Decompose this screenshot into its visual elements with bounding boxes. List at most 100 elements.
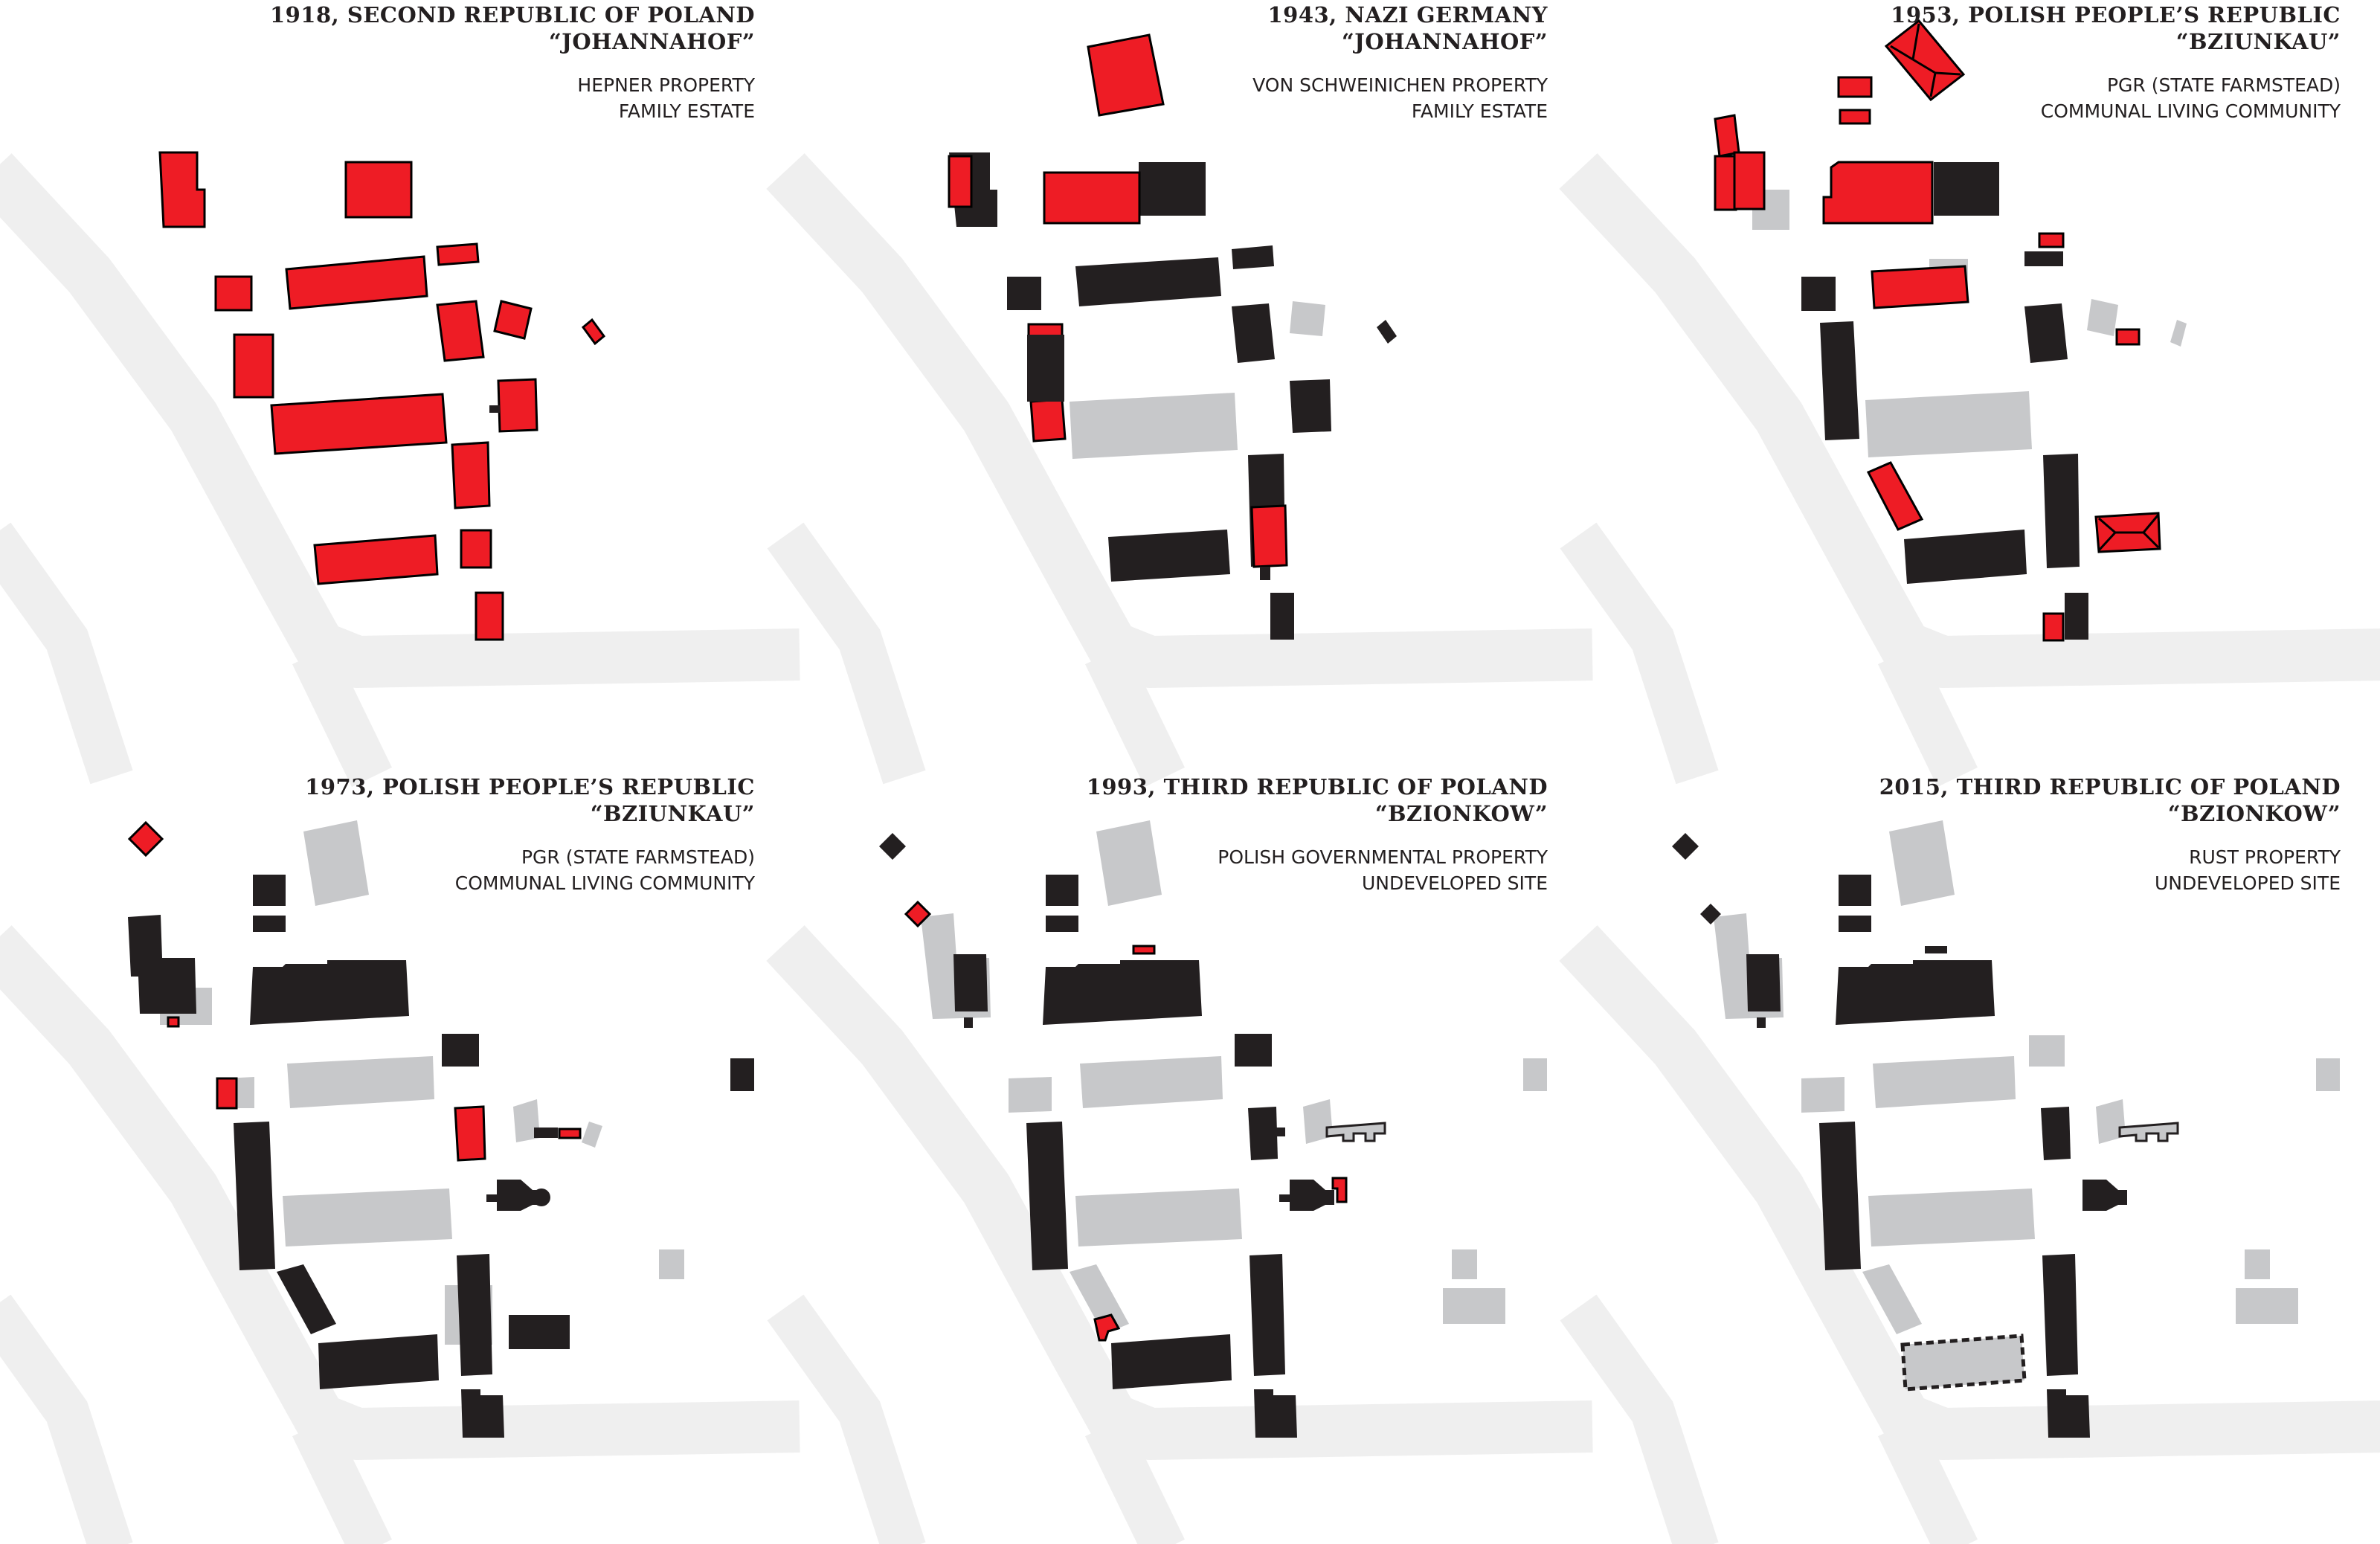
demolished-footprints: [1752, 190, 2187, 457]
building: [1075, 257, 1221, 306]
building: [1443, 1288, 1505, 1324]
building: [1819, 1122, 1861, 1270]
building: [1070, 1264, 1129, 1334]
building: [1029, 398, 1067, 443]
building: [216, 1077, 238, 1110]
building: [2118, 1122, 2179, 1142]
building: [2087, 299, 2118, 336]
panel-1993: 1993, THIRD REPUBLIC OF POLAND “BZIONKOW…: [785, 774, 1592, 1544]
building: [1839, 109, 1871, 125]
panel-1953: 1953, POLISH PEOPLE’S REPUBLIC “BZIUNKAU…: [1578, 2, 2380, 777]
building: [1325, 1122, 1386, 1142]
building: [1904, 530, 2027, 584]
panel-title-line1: 1943, NAZI GERMANY: [1267, 2, 1548, 28]
panel-use: FAMILY ESTATE: [1412, 100, 1548, 122]
building: [454, 1105, 486, 1162]
panel-2015: 2015, THIRD REPUBLIC OF POLAND “BZIONKOW…: [1578, 774, 2380, 1544]
building: [1934, 162, 1999, 216]
building: [1096, 820, 1162, 906]
building: [167, 1016, 180, 1028]
building: [2236, 1288, 2298, 1324]
building: [287, 1056, 434, 1108]
building: [1290, 301, 1325, 336]
building: [1839, 875, 1871, 906]
roof-ridge: [2097, 531, 2117, 552]
building: [1070, 393, 1238, 459]
panel-1973: 1973, POLISH PEOPLE’S REPUBLIC “BZIUNKAU…: [0, 774, 800, 1544]
building: [2245, 1249, 2270, 1279]
building: [1270, 593, 1294, 640]
standing-footprints: [1672, 833, 2127, 1438]
panel-title-line1: 1973, POLISH PEOPLE’S REPUBLIC: [305, 774, 755, 800]
building: [234, 1122, 275, 1270]
building: [1746, 954, 1781, 1011]
building: [214, 275, 253, 312]
building: [2047, 1389, 2090, 1438]
building: [1111, 1334, 1232, 1389]
building: [1254, 1389, 1297, 1438]
outlined-ruins: [2118, 1122, 2179, 1142]
building: [2082, 1180, 2127, 1211]
panel-use: FAMILY ESTATE: [619, 100, 755, 122]
building: [1080, 1056, 1223, 1108]
building: [1232, 245, 1274, 269]
building: [1801, 277, 1836, 311]
building: [1046, 916, 1078, 932]
panel-title-line2: “BZIONKOW”: [2168, 801, 2341, 826]
building: [1075, 1188, 1242, 1247]
building: [1303, 1099, 1333, 1144]
building: [1452, 1249, 1477, 1279]
building: [953, 954, 988, 1011]
building: [1235, 1034, 1272, 1067]
building: [1043, 960, 1202, 1025]
building: [1275, 1128, 1285, 1136]
building: [313, 534, 439, 585]
standing-footprints: [128, 875, 754, 1438]
building: [460, 529, 492, 569]
roof-ridge: [2142, 531, 2160, 549]
building: [1820, 321, 1859, 440]
building: [457, 1254, 492, 1376]
building: [158, 151, 206, 228]
building: [1250, 1254, 1285, 1376]
building: [1889, 820, 1955, 906]
road-network: [785, 943, 1592, 1544]
building: [730, 1058, 754, 1091]
building: [436, 242, 480, 266]
building: [1862, 1264, 1922, 1334]
building: [2038, 232, 2065, 248]
building: [497, 378, 538, 433]
building: [497, 1180, 541, 1211]
building: [1868, 1188, 2035, 1247]
demolished-footprints: [921, 820, 1547, 1334]
building: [1866, 461, 1924, 531]
building: [1046, 875, 1078, 906]
building: [534, 1128, 558, 1138]
building: [1377, 320, 1397, 344]
building: [1757, 1017, 1766, 1028]
building: [2042, 1254, 2078, 1376]
building: [1248, 1107, 1278, 1160]
building: [2024, 251, 2063, 266]
roof-ridge: [1912, 58, 1936, 74]
building: [2316, 1058, 2340, 1091]
panel-owner: HEPNER PROPERTY: [577, 74, 755, 96]
road-network: [1578, 943, 2380, 1544]
panel-owner: PGR (STATE FARMSTEAD): [2107, 74, 2341, 96]
building-footprints: [158, 151, 606, 641]
panel-title-line1: 1918, SECOND REPUBLIC OF POLAND: [270, 2, 755, 28]
standing-footprints: [879, 833, 1334, 1438]
standing-footprints: [1801, 162, 2088, 640]
building: [1250, 504, 1288, 568]
panel-1918: 1918, SECOND REPUBLIC OF POLAND “JOHANNA…: [0, 2, 800, 777]
panel-title-line2: “JOHANNAHOF”: [1342, 29, 1548, 54]
building: [2170, 320, 2187, 347]
building: [1232, 303, 1275, 363]
building: [318, 1334, 439, 1389]
building: [1714, 114, 1740, 158]
panel-owner: VON SCHWEINICHEN PROPERTY: [1252, 74, 1548, 96]
building: [2042, 612, 2065, 642]
panel-title-line2: “BZIONKOW”: [1375, 801, 1548, 826]
building: [277, 1264, 336, 1334]
